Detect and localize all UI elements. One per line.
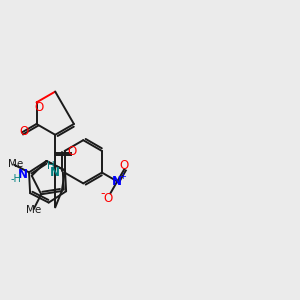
Text: -H: -H [11, 174, 22, 184]
Text: Me: Me [8, 159, 23, 169]
Text: O: O [35, 101, 44, 114]
Text: O: O [19, 125, 28, 138]
Text: +: + [119, 172, 126, 181]
Text: Me: Me [26, 205, 41, 215]
Text: O: O [104, 192, 113, 205]
Text: H: H [47, 161, 55, 171]
Text: N: N [112, 175, 122, 188]
Text: -: - [100, 187, 105, 200]
Text: O: O [119, 159, 129, 172]
Text: N: N [50, 166, 60, 178]
Text: N: N [18, 168, 28, 181]
Text: O: O [67, 145, 76, 158]
